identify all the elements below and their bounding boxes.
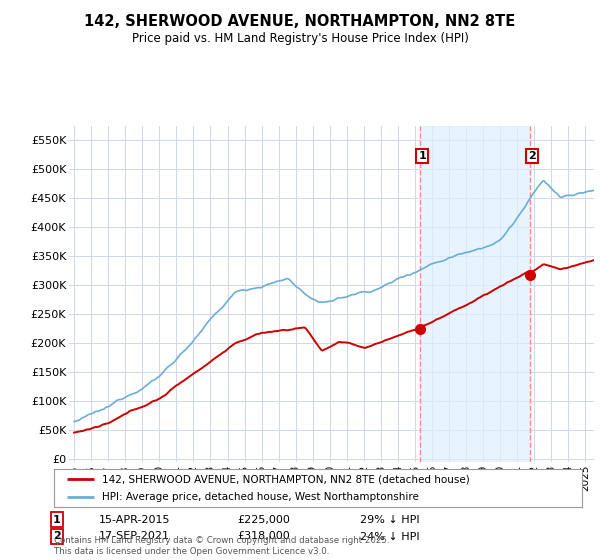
Text: 142, SHERWOOD AVENUE, NORTHAMPTON, NN2 8TE (detached house): 142, SHERWOOD AVENUE, NORTHAMPTON, NN2 8… bbox=[101, 474, 469, 484]
Text: 142, SHERWOOD AVENUE, NORTHAMPTON, NN2 8TE: 142, SHERWOOD AVENUE, NORTHAMPTON, NN2 8… bbox=[85, 14, 515, 29]
Text: Contains HM Land Registry data © Crown copyright and database right 2025.
This d: Contains HM Land Registry data © Crown c… bbox=[54, 536, 389, 556]
Text: HPI: Average price, detached house, West Northamptonshire: HPI: Average price, detached house, West… bbox=[101, 492, 418, 502]
Text: £225,000: £225,000 bbox=[237, 515, 290, 525]
Text: 24% ↓ HPI: 24% ↓ HPI bbox=[360, 531, 419, 542]
Text: 2: 2 bbox=[53, 531, 61, 542]
Text: 1: 1 bbox=[418, 151, 426, 161]
Text: 1: 1 bbox=[53, 515, 61, 525]
Text: 17-SEP-2021: 17-SEP-2021 bbox=[99, 531, 170, 542]
Text: £318,000: £318,000 bbox=[237, 531, 290, 542]
Text: 2: 2 bbox=[528, 151, 536, 161]
Text: 15-APR-2015: 15-APR-2015 bbox=[99, 515, 170, 525]
Bar bbox=[420, 126, 530, 462]
Text: Price paid vs. HM Land Registry's House Price Index (HPI): Price paid vs. HM Land Registry's House … bbox=[131, 32, 469, 45]
Text: 29% ↓ HPI: 29% ↓ HPI bbox=[360, 515, 419, 525]
